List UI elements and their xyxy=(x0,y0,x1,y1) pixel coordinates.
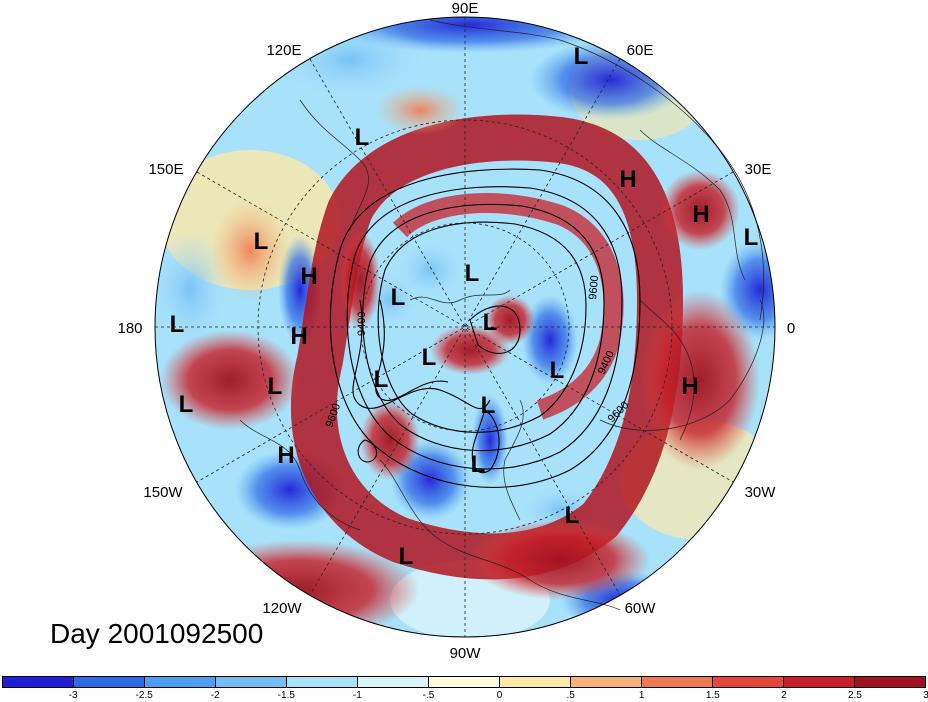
colorbar-tick-label: .5 xyxy=(566,690,575,701)
colorbar-swatch xyxy=(571,677,642,687)
high-marker: H xyxy=(692,201,709,228)
colorbar-tick-label: 2 xyxy=(781,690,787,701)
height-contours xyxy=(329,168,641,488)
colorbar-swatch xyxy=(642,677,713,687)
low-marker: L xyxy=(574,43,589,70)
map-border xyxy=(154,16,776,638)
high-marker: H xyxy=(290,323,307,350)
graticule xyxy=(155,17,775,637)
low-marker: L xyxy=(422,344,437,371)
high-marker: H xyxy=(681,373,698,400)
low-marker: L xyxy=(254,228,269,255)
lon-label-180: 180 xyxy=(117,320,142,337)
colorbar-swatch xyxy=(145,677,216,687)
lon-label-0: 0 xyxy=(787,320,795,337)
colorbar-tick-label: -2.5 xyxy=(135,690,153,701)
colorbar-swatch xyxy=(3,677,74,687)
low-marker: L xyxy=(391,284,406,311)
pressure-systems: L L H H L H L H L L L L H L L H L L L L … xyxy=(170,43,759,570)
colorbar-swatch xyxy=(713,677,784,687)
colorbar-swatch xyxy=(216,677,287,687)
colorbar-tick-label: -1 xyxy=(352,690,362,701)
colorbar-swatch xyxy=(855,677,925,687)
lon-label-90e: 90E xyxy=(452,0,479,17)
colorbar-swatch xyxy=(784,677,855,687)
low-marker: L xyxy=(483,309,498,336)
lon-label-60e: 60E xyxy=(627,42,654,59)
contour-label: 9600 xyxy=(587,275,601,300)
colorbar-swatch xyxy=(287,677,358,687)
contour-label: 9400 xyxy=(356,312,368,336)
lon-label-60w: 60W xyxy=(625,600,657,617)
colorbar-swatch xyxy=(429,677,500,687)
high-marker: H xyxy=(619,166,636,193)
low-marker: L xyxy=(374,366,389,393)
colorbar-swatch xyxy=(358,677,429,687)
colorbar-swatch xyxy=(74,677,145,687)
anomaly-field xyxy=(155,17,775,637)
low-marker: L xyxy=(268,373,283,400)
lon-label-120e: 120E xyxy=(266,42,301,59)
date-label: Day 2001092500 xyxy=(50,618,264,649)
low-marker: L xyxy=(481,392,496,419)
colorbar-tick-label: 3 xyxy=(923,690,928,701)
lon-label-90w: 90W xyxy=(450,645,482,662)
lon-label-120w: 120W xyxy=(262,600,302,617)
colorbar-tick-label: 1.5 xyxy=(705,690,720,701)
low-marker: L xyxy=(465,260,480,287)
low-marker: L xyxy=(399,543,414,570)
colorbar-tick-label: 2.5 xyxy=(847,690,862,701)
colorbar-tick-label: -.5 xyxy=(422,690,435,701)
low-marker: L xyxy=(170,311,185,338)
high-marker: H xyxy=(277,442,294,469)
colorbar-tick-label: -1.5 xyxy=(277,690,295,701)
longitude-labels: 90E 60E 120E 150E 30E 180 0 150W 30W 120… xyxy=(117,0,795,662)
lon-label-30w: 30W xyxy=(745,484,777,501)
low-marker: L xyxy=(471,451,486,478)
low-marker: L xyxy=(550,357,565,384)
colorbar xyxy=(2,676,926,688)
coastlines xyxy=(239,19,765,611)
high-marker: H xyxy=(300,263,317,290)
colorbar-tick-label: -2 xyxy=(210,690,220,701)
colorbar-tick-label: 1 xyxy=(638,690,645,701)
low-marker: L xyxy=(179,391,194,418)
lon-label-150w: 150W xyxy=(143,484,183,501)
colorbar-tick-label: 0 xyxy=(496,690,503,701)
lon-label-150e: 150E xyxy=(148,161,183,178)
colorbar-swatch xyxy=(500,677,571,687)
low-marker: L xyxy=(744,224,759,251)
low-marker: L xyxy=(565,502,580,529)
lon-label-30e: 30E xyxy=(745,161,772,178)
colorbar-tick-label: -3 xyxy=(68,690,78,701)
low-marker: L xyxy=(355,124,370,151)
